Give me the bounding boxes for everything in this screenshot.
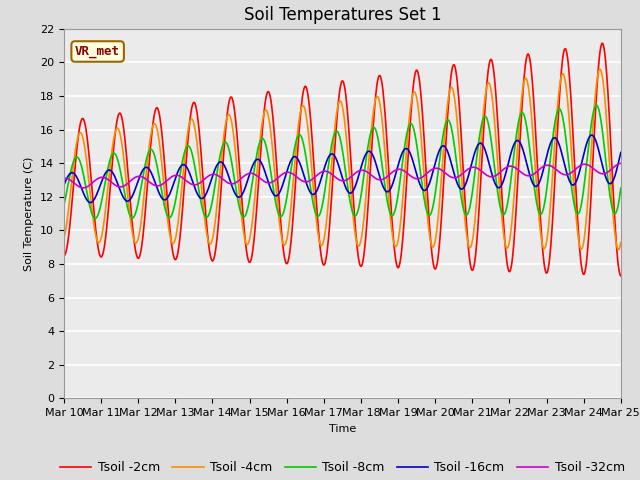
Tsoil -32cm bbox=[297, 177, 305, 183]
Tsoil -8cm bbox=[104, 168, 111, 173]
Tsoil -16cm bbox=[126, 197, 134, 203]
Tsoil -8cm bbox=[297, 132, 305, 138]
Tsoil -16cm bbox=[86, 200, 94, 205]
Tsoil -4cm bbox=[318, 243, 326, 249]
Tsoil -4cm bbox=[617, 240, 625, 245]
Line: Tsoil -4cm: Tsoil -4cm bbox=[64, 69, 621, 250]
Tsoil -32cm bbox=[318, 169, 326, 175]
Tsoil -16cm bbox=[318, 173, 326, 179]
Y-axis label: Soil Temperature (C): Soil Temperature (C) bbox=[24, 156, 35, 271]
Tsoil -2cm bbox=[617, 273, 625, 278]
Tsoil -32cm bbox=[60, 176, 68, 181]
Tsoil -16cm bbox=[378, 179, 385, 184]
Tsoil -32cm bbox=[104, 176, 111, 182]
Tsoil -4cm bbox=[377, 107, 385, 113]
Text: VR_met: VR_met bbox=[75, 45, 120, 58]
Tsoil -2cm bbox=[318, 257, 326, 263]
Line: Tsoil -8cm: Tsoil -8cm bbox=[64, 105, 621, 218]
Tsoil -8cm bbox=[126, 213, 134, 218]
Tsoil -16cm bbox=[104, 168, 111, 174]
Tsoil -16cm bbox=[617, 150, 625, 156]
Tsoil -2cm bbox=[60, 252, 68, 258]
Legend: Tsoil -2cm, Tsoil -4cm, Tsoil -8cm, Tsoil -16cm, Tsoil -32cm: Tsoil -2cm, Tsoil -4cm, Tsoil -8cm, Tsoi… bbox=[55, 456, 630, 480]
Tsoil -4cm bbox=[596, 66, 604, 72]
Tsoil -8cm bbox=[617, 185, 625, 191]
Tsoil -2cm bbox=[126, 192, 134, 197]
Line: Tsoil -2cm: Tsoil -2cm bbox=[64, 43, 621, 276]
Tsoil -32cm bbox=[378, 177, 385, 182]
Tsoil -2cm bbox=[377, 75, 385, 81]
Tsoil -16cm bbox=[308, 192, 316, 197]
X-axis label: Time: Time bbox=[329, 424, 356, 433]
Tsoil -2cm bbox=[103, 221, 111, 227]
Tsoil -2cm bbox=[296, 114, 304, 120]
Tsoil -32cm bbox=[617, 160, 625, 166]
Tsoil -4cm bbox=[615, 247, 623, 252]
Line: Tsoil -32cm: Tsoil -32cm bbox=[64, 163, 621, 188]
Tsoil -16cm bbox=[297, 162, 305, 168]
Title: Soil Temperatures Set 1: Soil Temperatures Set 1 bbox=[244, 6, 441, 24]
Tsoil -8cm bbox=[378, 156, 385, 162]
Tsoil -8cm bbox=[593, 102, 600, 108]
Tsoil -4cm bbox=[296, 110, 304, 116]
Tsoil -16cm bbox=[60, 182, 68, 188]
Tsoil -16cm bbox=[588, 132, 596, 138]
Tsoil -8cm bbox=[60, 202, 68, 208]
Tsoil -8cm bbox=[92, 216, 99, 221]
Tsoil -2cm bbox=[598, 40, 606, 46]
Tsoil -4cm bbox=[126, 212, 134, 217]
Tsoil -4cm bbox=[60, 235, 68, 241]
Tsoil -32cm bbox=[126, 179, 134, 184]
Tsoil -2cm bbox=[308, 131, 316, 137]
Tsoil -4cm bbox=[103, 192, 111, 198]
Tsoil -8cm bbox=[308, 195, 316, 201]
Tsoil -32cm bbox=[79, 185, 87, 191]
Tsoil -4cm bbox=[308, 167, 316, 172]
Line: Tsoil -16cm: Tsoil -16cm bbox=[64, 135, 621, 203]
Tsoil -8cm bbox=[318, 203, 326, 209]
Tsoil -32cm bbox=[308, 176, 316, 182]
